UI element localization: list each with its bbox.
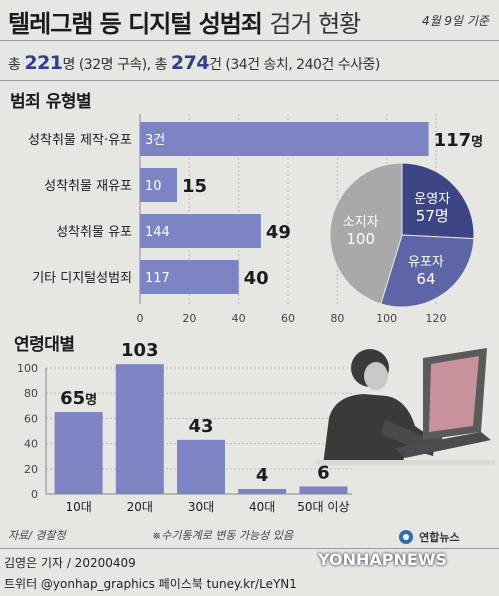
x-tick-label: 40 <box>232 312 246 325</box>
bar-value-label: 43 <box>188 416 213 437</box>
section-title-age: 연령대별 <box>14 335 75 355</box>
summary-total: 221 <box>24 52 63 74</box>
summary-cases: 274 <box>170 52 210 74</box>
sns-credit: 트위터 @yonhap_graphics 페이스북 tuney.kr/LeYN1 <box>4 577 297 591</box>
divider <box>0 548 499 549</box>
bar <box>140 168 177 202</box>
bar-inside-label: 144 <box>145 225 170 240</box>
y-tick-label: 40 <box>24 438 38 451</box>
bar-value-label: 117명 <box>434 130 484 151</box>
x-tick-label: 0 <box>137 312 144 325</box>
stats-note: ※수기통계로 변동 가능성 있음 <box>152 529 294 542</box>
bar-inside-label: 10 <box>145 179 162 194</box>
pie-slice <box>380 234 475 308</box>
watermark: YONHAPNEWS <box>318 550 447 569</box>
bar <box>299 486 348 494</box>
bar-value-label: 49 <box>266 222 291 243</box>
bar-value-label: 4 <box>256 465 269 486</box>
pie-slice-label: 유포자 <box>408 255 444 270</box>
summary-text-3: 건 (34건 송치, 240건 수사중) <box>209 57 380 73</box>
divider <box>0 80 499 81</box>
summary-text-2: 명 (32명 구속), 총 <box>62 57 171 73</box>
yonhap-logo-icon <box>399 529 413 544</box>
bar <box>140 260 239 294</box>
bar-value-label: 6 <box>317 462 330 483</box>
pie-slice-value: 100 <box>346 230 375 248</box>
category-label: 성착취물 유포 <box>56 225 132 240</box>
age-bar-chart: 0 20 40 60 80 100 65명 10대 103 20대 43 30대 4 40대 6 50대 이상 <box>17 340 352 514</box>
divider <box>0 40 499 41</box>
yonhap-logo: 연합뉴스 <box>398 526 460 545</box>
category-label: 성착취물 재유포 <box>44 179 132 194</box>
summary-text-1: 총 <box>8 57 25 73</box>
bar <box>54 412 103 494</box>
section-title-type: 범죄 유형별 <box>10 92 92 112</box>
category-label: 50대 이상 <box>297 500 349 514</box>
x-tick-label: 80 <box>330 312 344 325</box>
y-tick-label: 100 <box>17 362 38 375</box>
bar <box>140 122 429 156</box>
y-tick-label: 20 <box>24 463 38 476</box>
category-label: 성착취물 제작·유포 <box>28 133 132 148</box>
category-label: 30대 <box>188 500 214 514</box>
bar-value-label: 103 <box>121 340 159 361</box>
bar <box>115 364 164 494</box>
category-label: 20대 <box>127 500 153 514</box>
bar <box>140 214 261 248</box>
date-label: 4월 9일 기준 <box>421 14 489 28</box>
category-label: 40대 <box>249 500 275 514</box>
y-tick-label: 60 <box>24 412 38 425</box>
pie-slice-value: 64 <box>416 270 435 288</box>
pie-slice-label: 운영자 <box>414 192 450 207</box>
title-bold: 텔레그램 등 디지털 성범죄 <box>8 10 263 38</box>
x-tick-label: 120 <box>426 312 447 325</box>
bar-value-label: 65명 <box>60 388 97 409</box>
summary-line: 총 221명 (32명 구속), 총 274건 (34건 송치, 240건 수사… <box>8 52 380 74</box>
pie-slice <box>329 162 403 305</box>
category-label: 기타 디지털성범죄 <box>32 271 132 286</box>
reporter-credit: 김영은 기자 / 20200409 <box>4 556 136 570</box>
pie-slice <box>401 162 475 240</box>
bar-inside-label: 3건 <box>145 133 165 148</box>
y-tick-label: 80 <box>24 387 38 400</box>
source-label: 자료/ 경찰청 <box>8 529 66 542</box>
bar <box>177 439 225 494</box>
pie-slice-value: 57명 <box>416 207 449 225</box>
x-tick-label: 100 <box>376 312 397 325</box>
bar <box>238 488 287 494</box>
bar-value-label: 15 <box>182 176 207 197</box>
laptop-user-illustration <box>315 348 495 465</box>
x-tick-label: 20 <box>182 312 196 325</box>
title-light: 검거 현황 <box>269 10 361 38</box>
pie-slice-label: 소지자 <box>343 215 379 230</box>
y-tick-label: 0 <box>31 488 38 501</box>
bar-value-label: 40 <box>244 268 269 289</box>
yonhap-logo-text: 연합뉴스 <box>419 531 460 544</box>
page-title: 텔레그램 등 디지털 성범죄 검거 현황 <box>8 4 361 39</box>
category-label: 10대 <box>65 500 91 514</box>
bar-inside-label: 117 <box>145 271 170 286</box>
x-tick-label: 60 <box>281 312 295 325</box>
